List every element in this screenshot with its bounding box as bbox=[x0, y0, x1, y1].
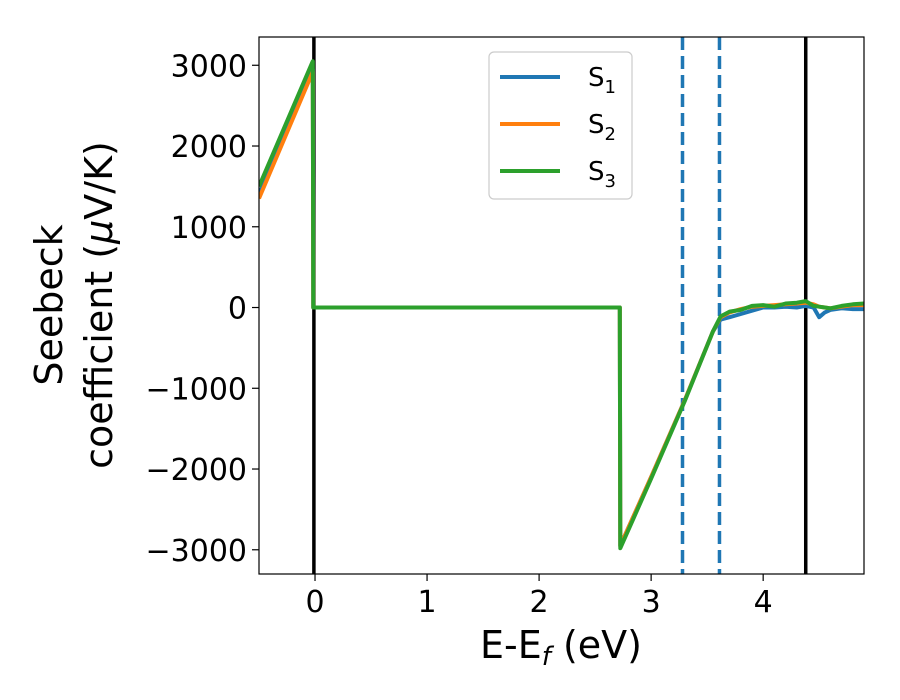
x-axis-ticks: 0 1 2 3 4 bbox=[305, 574, 773, 620]
y-axis-label-line2: coefficient (μV/K) bbox=[77, 141, 121, 469]
legend-entry-s2: S2 bbox=[500, 110, 616, 145]
y-axis-ticks: 3000 2000 1000 0 −1000 −2000 −3000 bbox=[146, 49, 259, 569]
legend-label-s3: S3 bbox=[588, 157, 616, 192]
data-series bbox=[259, 59, 864, 551]
x-tick-label: 4 bbox=[754, 585, 773, 620]
legend-entry-s3: S3 bbox=[500, 157, 616, 192]
x-tick-label: 1 bbox=[418, 585, 437, 620]
y-tick-label: 0 bbox=[228, 292, 247, 327]
legend-label-s1: S1 bbox=[588, 63, 616, 98]
y-tick-label: 1000 bbox=[171, 211, 247, 246]
y-tick-label: −3000 bbox=[146, 534, 247, 569]
y-tick-label: 3000 bbox=[171, 49, 247, 84]
x-tick-label: 3 bbox=[642, 585, 661, 620]
plot-frame bbox=[258, 36, 865, 575]
x-tick-label: 2 bbox=[530, 585, 549, 620]
legend-box bbox=[488, 51, 633, 200]
series-line-s3 bbox=[259, 59, 864, 551]
x-axis-label: E-Ef (eV) bbox=[480, 623, 642, 672]
y-tick-label: 2000 bbox=[171, 130, 247, 165]
y-tick-label: −1000 bbox=[146, 372, 247, 407]
legend-entry-s1: S1 bbox=[500, 63, 616, 98]
legend-label-s2: S2 bbox=[588, 110, 616, 145]
y-axis-label: Seebeck coefficient (μV/K) bbox=[27, 141, 121, 469]
x-tick-label: 0 bbox=[305, 585, 324, 620]
y-tick-label: −2000 bbox=[146, 453, 247, 488]
y-axis-label-line1: Seebeck bbox=[27, 224, 71, 385]
legend: S1 S2 S3 bbox=[488, 51, 633, 200]
